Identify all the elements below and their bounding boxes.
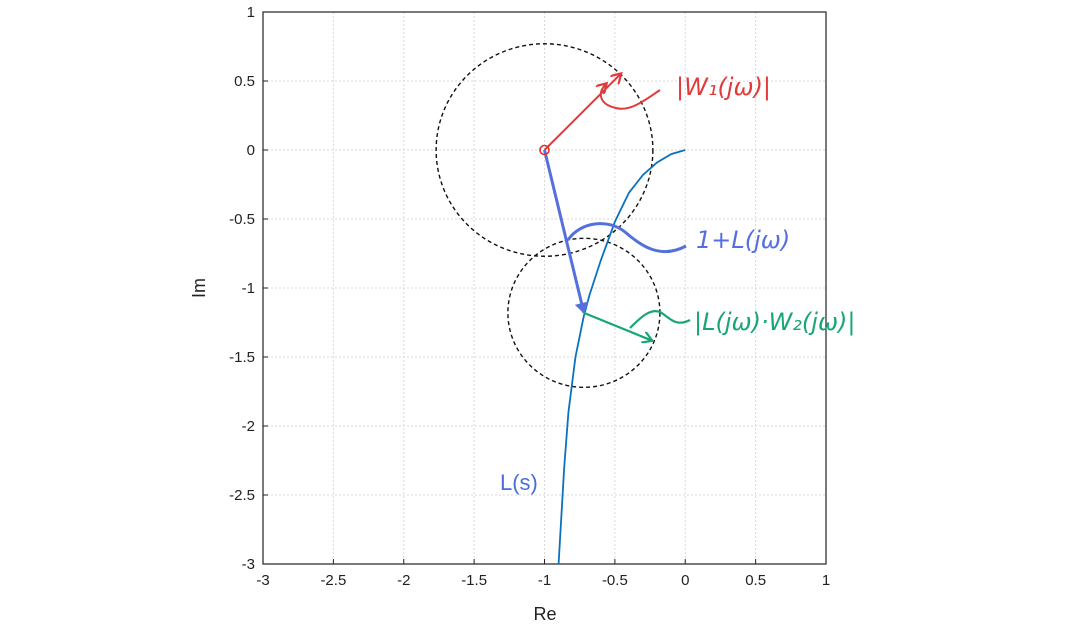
critical-point-marker	[539, 144, 550, 156]
one-plus-l-arrow	[543, 149, 589, 314]
x-axis-label: Re	[533, 604, 556, 624]
annotation-one-plus-l: 1+L(jω)	[696, 226, 790, 254]
w1-radius-arrow	[543, 74, 621, 151]
x-tick-label: -1	[538, 572, 551, 589]
uncertainty-circle	[435, 43, 654, 257]
y-tick-labels: 1 0.5 0 -0.5 -1 -1.5 -2 -2.5 -3	[229, 4, 255, 573]
plot-frame	[262, 11, 827, 565]
curve-label: L(s)	[500, 470, 538, 495]
y-tick-label: -1.5	[229, 349, 255, 366]
grid-lines	[262, 11, 827, 565]
y-tick-label: -1	[242, 280, 255, 297]
x-tick-label: -1.5	[461, 572, 487, 589]
y-axis-label: Im	[189, 278, 209, 298]
x-tick-label: -0.5	[602, 572, 628, 589]
x-tick-label: -3	[256, 572, 269, 589]
x-tick-labels: -3 -2.5 -2 -1.5 -1 -0.5 0 0.5 1	[256, 572, 830, 589]
x-tick-label: 0	[681, 572, 689, 589]
y-tick-label: -2.5	[229, 487, 255, 504]
y-tick-label: -3	[242, 556, 255, 573]
x-tick-label: 1	[822, 572, 830, 589]
y-tick-label: -2	[242, 418, 255, 435]
annotation-lw2: |L(jω)·W₂(jω)|	[694, 308, 856, 336]
x-tick-label: 0.5	[745, 572, 766, 589]
annotation-w1: |W₁(jω)|	[676, 73, 771, 101]
x-tick-label: -2.5	[320, 572, 346, 589]
y-tick-label: 0.5	[234, 73, 255, 90]
nyquist-curve	[557, 149, 686, 565]
y-tick-label: 0	[247, 142, 255, 159]
uncertainty-circles	[435, 43, 661, 389]
y-tick-label: 1	[247, 4, 255, 21]
x-tick-label: -2	[397, 572, 410, 589]
w1-pointer-arrow	[601, 84, 661, 110]
lw2-radius-arrow	[583, 311, 652, 341]
y-tick-label: -0.5	[229, 211, 255, 228]
lw2-pointer	[629, 310, 691, 329]
one-plus-l-pointer	[566, 222, 687, 253]
